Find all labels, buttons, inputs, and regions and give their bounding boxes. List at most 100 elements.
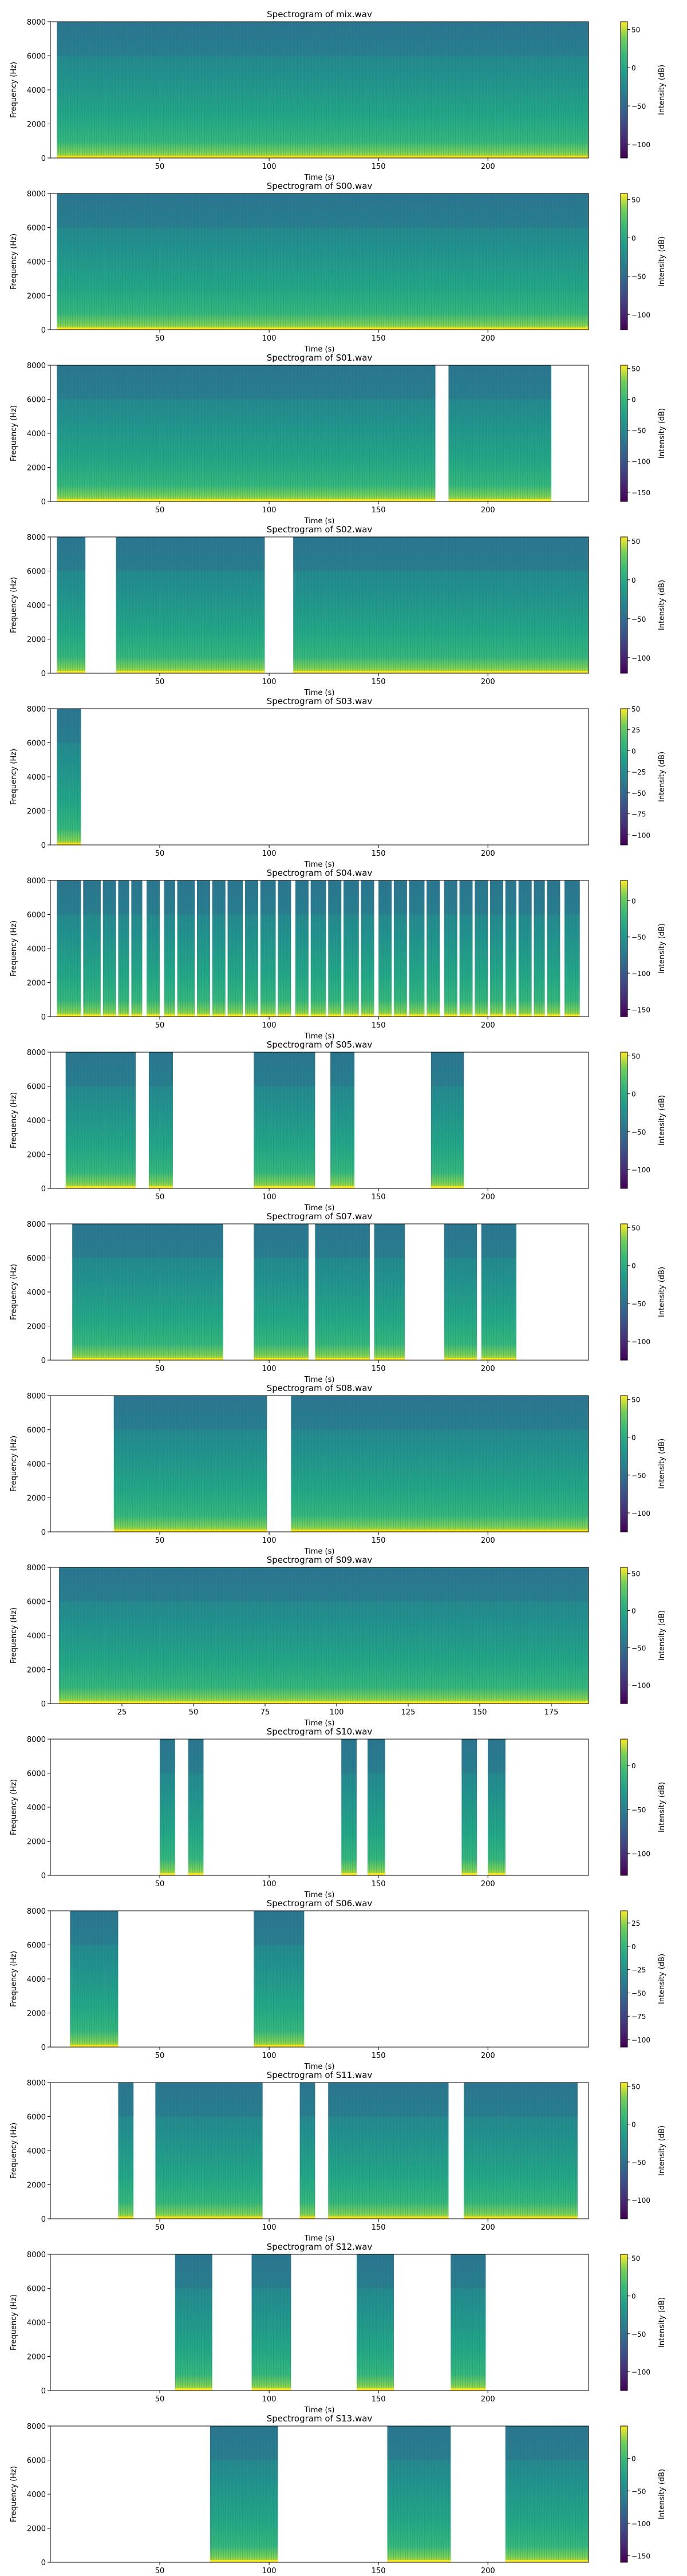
y-axis-label: Frequency (Hz) — [10, 1951, 18, 2007]
spectrogram-segment — [278, 880, 291, 1017]
y-tick-label: 8000 — [27, 190, 46, 199]
colorbar-tick-label: −100 — [631, 2520, 650, 2528]
x-axis-label: Time (s) — [304, 173, 335, 182]
x-tick-label: 50 — [155, 506, 165, 515]
y-tick-label: 4000 — [27, 1632, 46, 1641]
colorbar-tick-label: −50 — [631, 615, 646, 623]
y-tick-label: 4000 — [27, 2147, 46, 2156]
spectrogram-segment — [534, 880, 545, 1017]
y-tick-label: 2000 — [27, 293, 46, 301]
colorbar-tick-label: −100 — [631, 141, 650, 149]
y-tick-label: 4000 — [27, 258, 46, 267]
spectrogram-segment — [451, 2254, 486, 2391]
y-tick-label: 2000 — [27, 464, 46, 473]
x-axis-label: Time (s) — [304, 1891, 335, 1899]
colorbar-label: Intensity (dB) — [658, 65, 666, 115]
x-tick-label: 150 — [372, 334, 386, 343]
colorbar: 50 25 0 −25 −50 −75 −100 Intensity (dB) — [620, 705, 666, 846]
colorbar-label: Intensity (dB) — [658, 2297, 666, 2348]
x-tick-label: 200 — [481, 850, 495, 858]
plot-area — [50, 1052, 589, 1188]
colorbar-tick-label: 0 — [631, 2121, 636, 2129]
colorbar-tick-label: −50 — [631, 427, 646, 435]
colorbar-tick-label: −100 — [631, 458, 650, 466]
x-axis-label: Time (s) — [304, 1376, 335, 1384]
colorbar-tick-label: 0 — [631, 1607, 636, 1615]
colorbar-gradient — [620, 1395, 628, 1532]
y-tick-label: 6000 — [27, 1598, 46, 1607]
spectrogram-panel: Spectrogram of S07.wav 50 100 150 200 Time (s… — [10, 1211, 666, 1384]
spectrogram-segment — [368, 1739, 385, 1875]
spectrogram-panel: Spectrogram of S09.wav 25 50 75 100 125 150 175… — [10, 1555, 666, 1728]
colorbar-tick-label: −100 — [631, 1338, 650, 1346]
panel-title: Spectrogram of S04.wav — [267, 868, 373, 878]
colorbar-tick-label: −50 — [631, 102, 646, 110]
y-tick-label: 8000 — [27, 1220, 46, 1229]
plot-area — [50, 1739, 589, 1875]
x-tick-label: 50 — [155, 1880, 165, 1888]
y-tick-label: 2000 — [27, 2010, 46, 2018]
y-tick-label: 8000 — [27, 1564, 46, 1573]
colorbar: 50 0 −50 −100 Intensity (dB) — [620, 536, 666, 674]
colorbar-tick-label: −25 — [631, 1966, 646, 1974]
x-tick-label: 125 — [401, 1708, 416, 1717]
x-tick-label: 200 — [481, 334, 495, 343]
colorbar-label: Intensity (dB) — [658, 1439, 666, 1489]
y-tick-label: 0 — [41, 1185, 46, 1194]
spectrogram-segment — [116, 537, 265, 673]
y-tick-label: 8000 — [27, 1049, 46, 1057]
x-axis-label: Time (s) — [304, 1204, 335, 1212]
spectrogram-segment — [164, 880, 175, 1017]
x-axis-label: Time (s) — [304, 860, 335, 869]
y-tick-label: 6000 — [27, 568, 46, 576]
spectrogram-segment — [72, 1224, 223, 1360]
colorbar-gradient — [620, 2082, 628, 2219]
colorbar-label: Intensity (dB) — [658, 1610, 666, 1661]
y-axis-label: Frequency (Hz) — [10, 234, 18, 290]
colorbar-tick-label: 0 — [631, 2455, 636, 2463]
colorbar: 50 0 −50 −100 Intensity (dB) — [620, 1052, 666, 1189]
spectrogram-segment — [293, 537, 589, 673]
x-tick-label: 150 — [372, 506, 386, 515]
spectrogram-segment — [155, 2083, 263, 2219]
x-tick-label: 200 — [481, 163, 495, 171]
colorbar: 50 0 −50 −100 Intensity (dB) — [620, 2082, 666, 2219]
x-tick-label: 100 — [262, 2223, 277, 2232]
colorbar-tick-label: 50 — [631, 365, 640, 373]
y-tick-label: 8000 — [27, 1736, 46, 1744]
x-tick-label: 100 — [262, 163, 277, 171]
x-axis-label: Time (s) — [304, 2406, 335, 2415]
y-tick-label: 8000 — [27, 2079, 46, 2088]
spectrogram-segment — [444, 1224, 477, 1360]
spectrogram-segment — [295, 880, 309, 1017]
colorbar-tick-label: −50 — [631, 2330, 646, 2338]
y-tick-label: 2000 — [27, 1323, 46, 1332]
x-axis-label: Time (s) — [304, 2234, 335, 2243]
x-tick-label: 100 — [262, 850, 277, 858]
x-tick-label: 100 — [262, 1880, 277, 1888]
y-tick-label: 6000 — [27, 2285, 46, 2294]
y-tick-label: 8000 — [27, 18, 46, 27]
x-tick-label: 100 — [262, 1536, 277, 1545]
colorbar-gradient — [620, 1052, 628, 1189]
colorbar: 50 0 −50 −100 Intensity (dB) — [620, 2254, 666, 2391]
spectrogram-segment — [315, 1224, 370, 1360]
x-tick-label: 100 — [262, 1021, 277, 1030]
colorbar-tick-label: 50 — [631, 2255, 640, 2263]
panel-title: Spectrogram of S07.wav — [267, 1211, 373, 1222]
spectrogram-segment — [212, 880, 226, 1017]
y-tick-label: 4000 — [27, 1460, 46, 1469]
x-tick-label: 200 — [481, 1021, 495, 1030]
x-axis-label: Time (s) — [304, 1032, 335, 1041]
y-tick-label: 0 — [41, 498, 46, 507]
x-tick-label: 100 — [262, 334, 277, 343]
spectrogram-segment — [131, 880, 143, 1017]
colorbar-tick-label: −100 — [631, 1510, 650, 1518]
spectrogram-segment — [328, 880, 342, 1017]
panel-title: Spectrogram of S01.wav — [267, 353, 373, 363]
colorbar-tick-label: 0 — [631, 396, 636, 404]
colorbar-tick-label: −150 — [631, 2553, 650, 2561]
x-tick-label: 50 — [155, 2395, 165, 2404]
y-axis-label: Frequency (Hz) — [10, 1092, 18, 1148]
x-tick-label: 200 — [481, 2052, 495, 2060]
